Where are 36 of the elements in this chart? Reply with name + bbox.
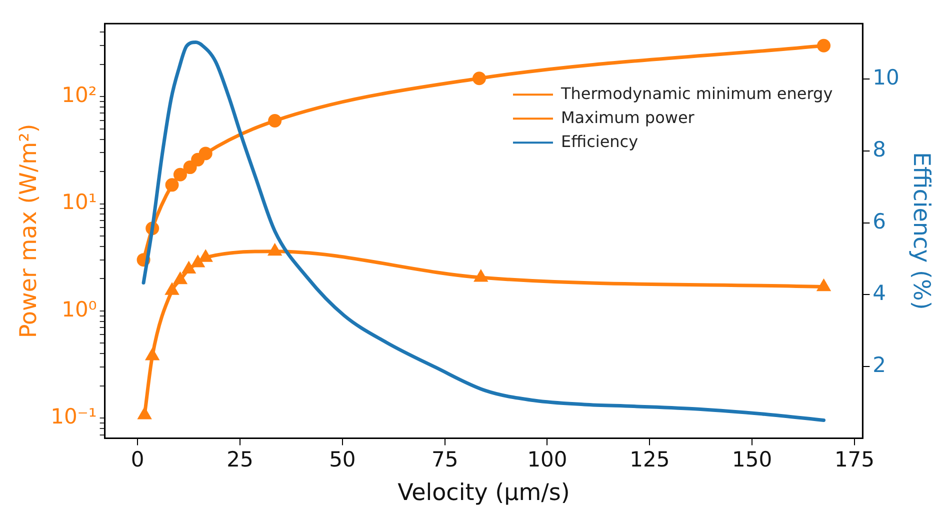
x-tick-label: 150	[732, 447, 772, 472]
y2-tick-label: 4	[872, 281, 886, 306]
y-tick-label: 10¹	[62, 190, 97, 214]
y-tick-label: 10⁻¹	[50, 404, 97, 429]
legend-label: Maximum power	[561, 108, 695, 127]
point	[474, 270, 487, 282]
x-tick-label: 25	[226, 447, 254, 472]
x-axis-title: Velocity (µm/s)	[398, 480, 570, 506]
point	[192, 256, 204, 268]
x-tick-label: 100	[527, 447, 568, 472]
x-tick-label: 50	[329, 447, 356, 472]
y2-tick-label: 8	[872, 137, 886, 162]
y-tick-label: 10⁰	[62, 297, 97, 322]
x-tick-label: 175	[834, 447, 875, 472]
point	[166, 284, 178, 295]
point	[183, 160, 197, 174]
y2-tick-label: 10	[872, 66, 900, 90]
legend-label: Efficiency	[561, 132, 638, 151]
point	[198, 146, 212, 160]
y2-tick-label: 2	[872, 352, 886, 377]
point	[472, 72, 486, 86]
x-tick-label: 0	[130, 447, 144, 472]
point	[146, 349, 158, 360]
point	[200, 250, 212, 262]
y-axis-title: Power max (W/m²)	[16, 124, 42, 338]
y-tick-label: 10²	[62, 83, 97, 108]
x-tick-label: 75	[431, 447, 458, 472]
y2-axis-title: Efficiency (%)	[908, 152, 934, 310]
point	[165, 178, 179, 192]
point	[173, 168, 187, 182]
legend-label: Thermodynamic minimum energy	[560, 84, 833, 103]
point	[817, 38, 831, 52]
x-tick-label: 125	[630, 447, 670, 472]
point	[138, 408, 151, 420]
point	[268, 114, 282, 128]
y2-tick-label: 6	[872, 209, 886, 234]
